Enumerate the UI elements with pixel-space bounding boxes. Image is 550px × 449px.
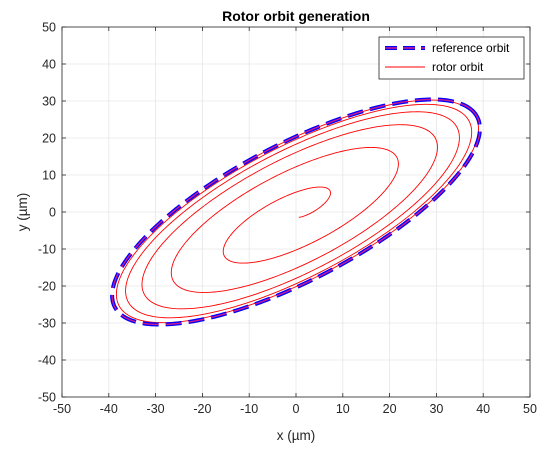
y-tick-label: -10	[38, 243, 56, 257]
y-axis-label: y (µm)	[15, 193, 30, 232]
y-tick-label: 30	[42, 95, 56, 109]
y-tick-label: -20	[38, 280, 56, 294]
y-tick-label: -30	[38, 317, 56, 331]
grid	[61, 26, 531, 398]
x-tick-label: 10	[336, 402, 350, 416]
y-tick-label: -40	[38, 354, 56, 368]
x-tick-label: -30	[147, 402, 165, 416]
y-tick-label: 50	[42, 21, 56, 35]
tick-labels: -50 -40 -30 -20 -10 0 10 20 30 40 50 -50 -40 -30 -20 -1…	[38, 21, 537, 417]
x-tick-label: -20	[193, 402, 211, 416]
x-tick-label: -40	[100, 402, 118, 416]
legend-rotor-orbit-label: rotor orbit	[432, 60, 484, 74]
x-tick-label: -50	[53, 402, 71, 416]
x-axis-label: x (µm)	[277, 428, 316, 443]
y-tick-label: 20	[42, 132, 56, 146]
x-tick-label: 40	[476, 402, 490, 416]
legend: reference orbit rotor orbit	[378, 36, 525, 80]
y-tick-label: 0	[49, 206, 56, 220]
x-tick-label: 0	[293, 402, 300, 416]
x-tick-label: 30	[429, 402, 443, 416]
x-tick-label: 50	[523, 402, 537, 416]
legend-box	[378, 36, 525, 80]
x-tick-label: -10	[240, 402, 258, 416]
ticks	[61, 26, 531, 398]
x-tick-label: 20	[383, 402, 397, 416]
plot-area	[110, 97, 482, 327]
chart-title: Rotor orbit generation	[222, 8, 370, 24]
y-tick-label: -50	[38, 391, 56, 405]
legend-reference-orbit-label: reference orbit	[432, 41, 510, 55]
rotor-orbit-line	[115, 99, 479, 324]
reference-orbit-accent	[111, 98, 481, 326]
y-tick-label: 40	[42, 58, 56, 72]
y-tick-label: 10	[42, 169, 56, 183]
